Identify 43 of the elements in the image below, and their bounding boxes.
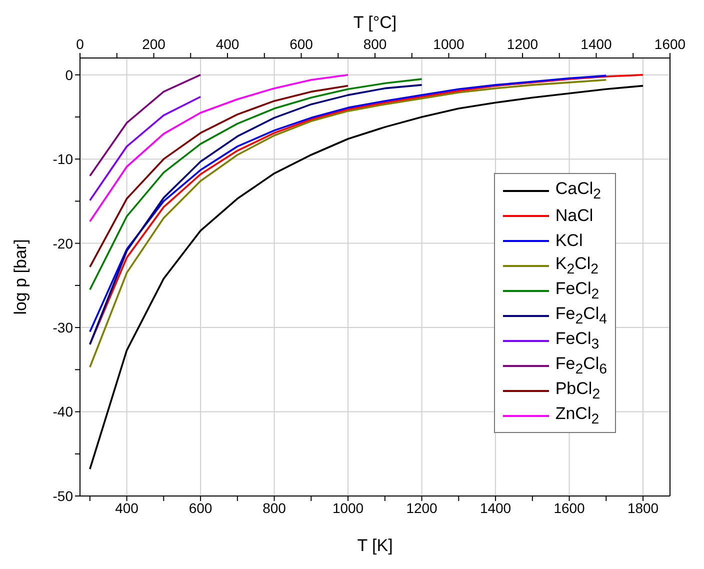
line-series	[89, 74, 202, 177]
line-series	[89, 96, 202, 202]
x2-tick-label: 400	[216, 36, 240, 52]
x-tick-label: 1400	[480, 500, 512, 516]
y-tick-label: 0	[65, 66, 74, 83]
x-tick-label: 1200	[406, 500, 438, 516]
legend-label: FeCl$_{2}$	[555, 278, 600, 302]
line-series	[89, 84, 349, 268]
line-series	[89, 84, 423, 346]
y-tick-label: -20	[52, 235, 74, 252]
x-tick-label: 1800	[627, 500, 659, 516]
x-tick-label: 1600	[554, 500, 586, 516]
x-tick-label: 800	[262, 500, 286, 516]
legend-label: Fe$_{2}$Cl$_{4}$	[555, 304, 607, 328]
y-tick-label: -30	[52, 320, 74, 336]
legend-label: CaCl$_{2}$	[555, 178, 602, 202]
x-tick-label: 600	[188, 500, 212, 516]
legend-label: K$_{2}$Cl$_{2}$	[555, 254, 598, 278]
y-tick-label: -50	[52, 488, 74, 504]
legend-label: ZnCl$_{2}$	[555, 404, 600, 428]
y-axis-title: log p [bar]	[11, 239, 30, 315]
x2-tick-label: 0	[76, 36, 84, 52]
line-series	[89, 74, 349, 222]
x2-tick-label: 200	[142, 36, 166, 52]
x-tick-label: 1000	[332, 500, 364, 516]
x2-tick-label: 1600	[654, 36, 686, 52]
legend-label: Fe$_{2}$Cl$_{6}$	[555, 354, 607, 378]
x-tick-label: 400	[115, 500, 139, 516]
legend-label: FeCl$_{3}$	[555, 328, 600, 352]
x2-tick-label: 600	[290, 36, 314, 52]
line-series	[89, 84, 644, 470]
y-tick-label: -10	[52, 151, 74, 168]
line-series	[89, 78, 423, 291]
x2-tick-label: 1400	[580, 36, 612, 52]
x2-tick-label: 1200	[506, 36, 538, 52]
legend-label: PbCl$_{2}$	[555, 378, 600, 402]
legend-label: KCl	[555, 230, 583, 250]
x2-tick-label: 1000	[433, 36, 465, 52]
x2-tick-label: 800	[363, 36, 387, 52]
x-axis-title: T [K]	[357, 536, 393, 555]
y-tick-label: -40	[52, 404, 74, 420]
x2-axis-title: T [°C]	[353, 13, 397, 32]
legend-label: NaCl	[555, 206, 594, 226]
